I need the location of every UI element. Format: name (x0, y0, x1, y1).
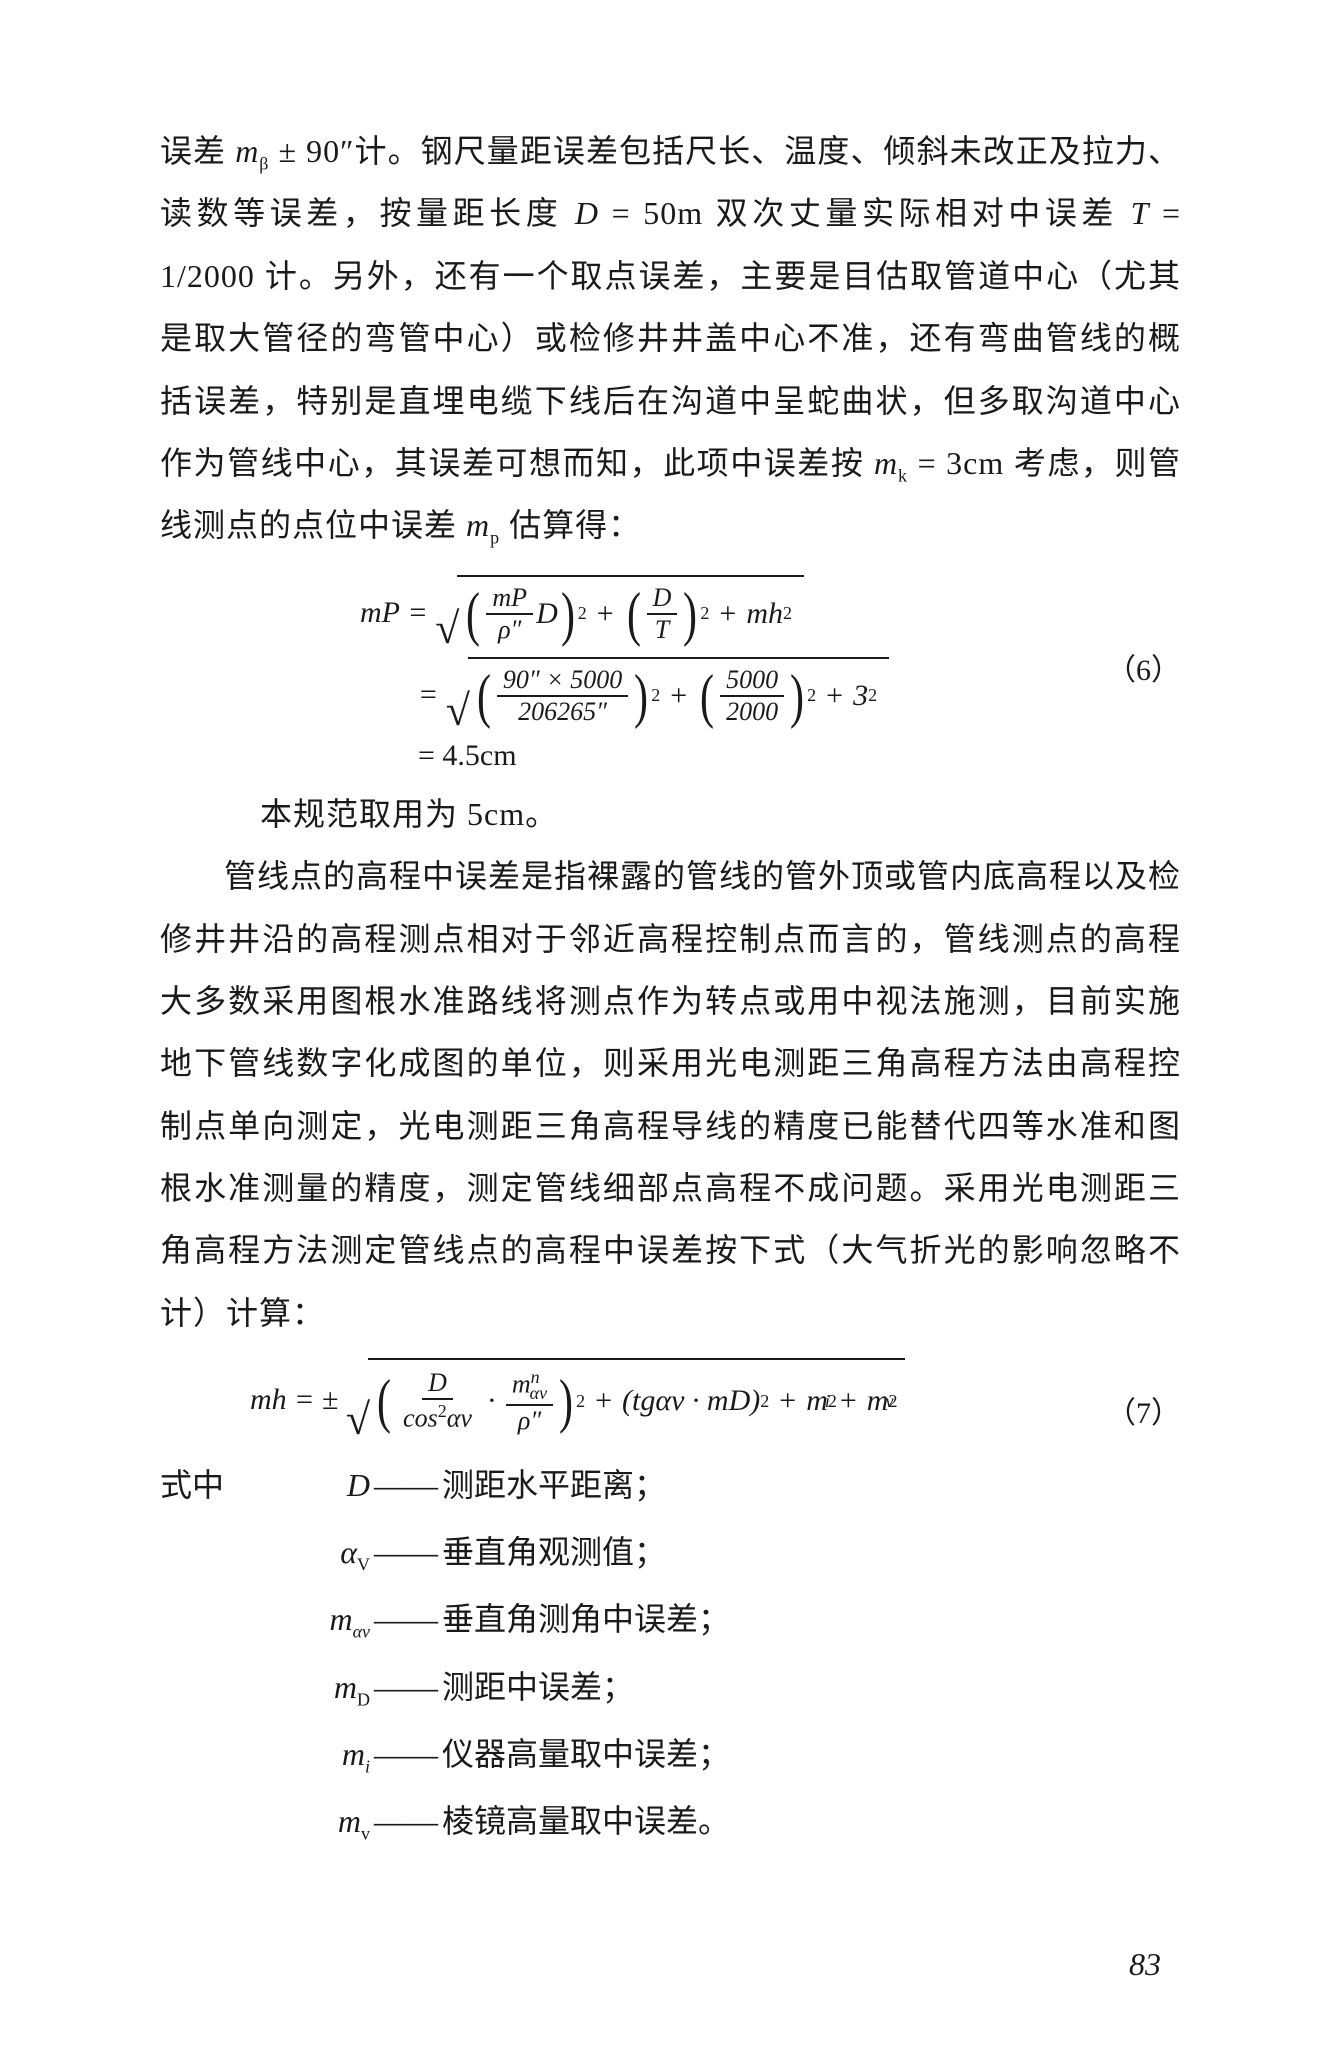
def-dash: —— (374, 1519, 438, 1586)
eq6-l2-t2-den: 2000 (720, 697, 784, 727)
definitions: 式中 D —— 测距水平距离； αV —— 垂直角观测值； mαv —— 垂直角… (160, 1452, 1181, 1855)
def-dash: —— (374, 1721, 438, 1788)
eq6-t2-den: T (655, 615, 669, 644)
eq6-t1-mult: D (536, 597, 558, 631)
eq7-t4-sub: v (885, 1391, 893, 1412)
eq6-t1-exp: 2 (578, 603, 587, 624)
eq6-l2-t2-exp: 2 (807, 685, 816, 706)
def-dash: —— (374, 1586, 438, 1653)
eq6-l2-t2-num: 5000 (720, 665, 784, 697)
eq7-t1a-den-exp: 2 (438, 1401, 447, 1421)
def-text-4: 仪器高量取中误差； (442, 1721, 730, 1788)
def-row: αV —— 垂直角观测值； (160, 1519, 1181, 1586)
def-dash: —— (374, 1654, 438, 1721)
def-text-1: 垂直角观测值； (442, 1519, 666, 1586)
eq7-t2-exp: 2 (760, 1391, 769, 1412)
page: 误差 mβ ± 90″计。钢尺量距误差包括尺长、温度、倾斜未改正及拉力、读数等误… (0, 0, 1331, 2048)
def-sub-4: i (365, 1756, 370, 1776)
eq7-pre: = ± (294, 1383, 338, 1416)
eq7-t1a-num: D (428, 1368, 447, 1397)
eq7-t1b-top: m (512, 1370, 531, 1399)
eq6-l2-t3: 3 (853, 679, 868, 713)
page-number: 83 (1129, 1946, 1161, 1983)
eq6-t1-num: mP (492, 583, 527, 612)
eq6-l2-t1-exp: 2 (651, 685, 660, 706)
eq7-t1-exp: 2 (576, 1391, 585, 1412)
def-row: mi —— 仪器高量取中误差； (160, 1721, 1181, 1788)
equation-7-number: （7） (1106, 1388, 1181, 1432)
eq7-t2b: αv (655, 1384, 684, 1417)
eq7-t1a-den-a: cos (403, 1404, 438, 1433)
def-text-5: 棱镜高量取中误差。 (442, 1788, 730, 1855)
eq6-t3-exp: 2 (783, 603, 792, 624)
def-sub-5: v (361, 1823, 370, 1843)
eq7-t3-sub: i (825, 1391, 830, 1412)
eq7-t2c: mD (707, 1384, 750, 1417)
equation-6-number: （6） (1106, 645, 1181, 689)
def-row: mv —— 棱镜高量取中误差。 (160, 1788, 1181, 1855)
eq6-l2-t1-den: 206265″ (512, 697, 613, 727)
def-dash: —— (374, 1452, 438, 1519)
def-text-2: 垂直角测角中误差； (442, 1586, 730, 1653)
paragraph-1: 误差 mβ ± 90″计。钢尺量距误差包括尺长、温度、倾斜未改正及拉力、读数等误… (160, 120, 1181, 557)
def-sub-2: αv (353, 1622, 370, 1642)
def-text-3: 测距中误差； (442, 1654, 634, 1721)
def-row: 式中 D —— 测距水平距离； (160, 1452, 1181, 1519)
def-sym-3: m (334, 1669, 357, 1705)
eq6-t3: mh (746, 597, 783, 631)
eq6-lhs: mP (360, 596, 400, 629)
equation-6: （6） mP = √ ( mP ρ″ D )2 + ( D T (160, 575, 1181, 773)
eq7-lhs: mh (250, 1383, 287, 1416)
def-dash: —— (374, 1788, 438, 1855)
def-row: mαv —— 垂直角测角中误差； (160, 1586, 1181, 1653)
def-sym-4: m (342, 1736, 365, 1772)
eq7-t1a-den-b: αv (447, 1404, 472, 1433)
equation-7: （7） mh = ± √ ( D cos2αv · mnαv ρ″ )2 (160, 1358, 1181, 1442)
def-sym-0: D (347, 1467, 370, 1503)
def-text-0: 测距水平距离； (442, 1452, 666, 1519)
eq6-t1-den: ρ″ (498, 615, 521, 644)
eq7-t1b-bot: ρ″ (518, 1406, 541, 1435)
eq6-t2-exp: 2 (700, 603, 709, 624)
eq6-l2-t3-exp: 2 (868, 685, 877, 706)
eq6-line3: = 4.5cm (418, 739, 517, 773)
eq7-t1b-top-sub: αv (530, 1383, 547, 1403)
def-sym-5: m (338, 1803, 361, 1839)
eq6-t2-num: D (653, 583, 672, 612)
def-row: mD —— 测距中误差； (160, 1654, 1181, 1721)
paragraph-3: 管线点的高程中误差是指裸露的管线的管外顶或管内底高程以及检修井井沿的高程测点相对… (160, 845, 1181, 1344)
def-sym-2: m (329, 1601, 352, 1637)
def-sym-1: α (340, 1534, 357, 1570)
eq7-t2a: tg (632, 1384, 655, 1417)
def-sub-1: V (357, 1555, 370, 1575)
eq6-l2-t1-num: 90″ × 5000 (497, 665, 628, 697)
def-sub-3: D (357, 1689, 370, 1709)
def-lead: 式中 (160, 1452, 280, 1519)
paragraph-2: 本规范取用为 5cm。 (160, 783, 1181, 845)
